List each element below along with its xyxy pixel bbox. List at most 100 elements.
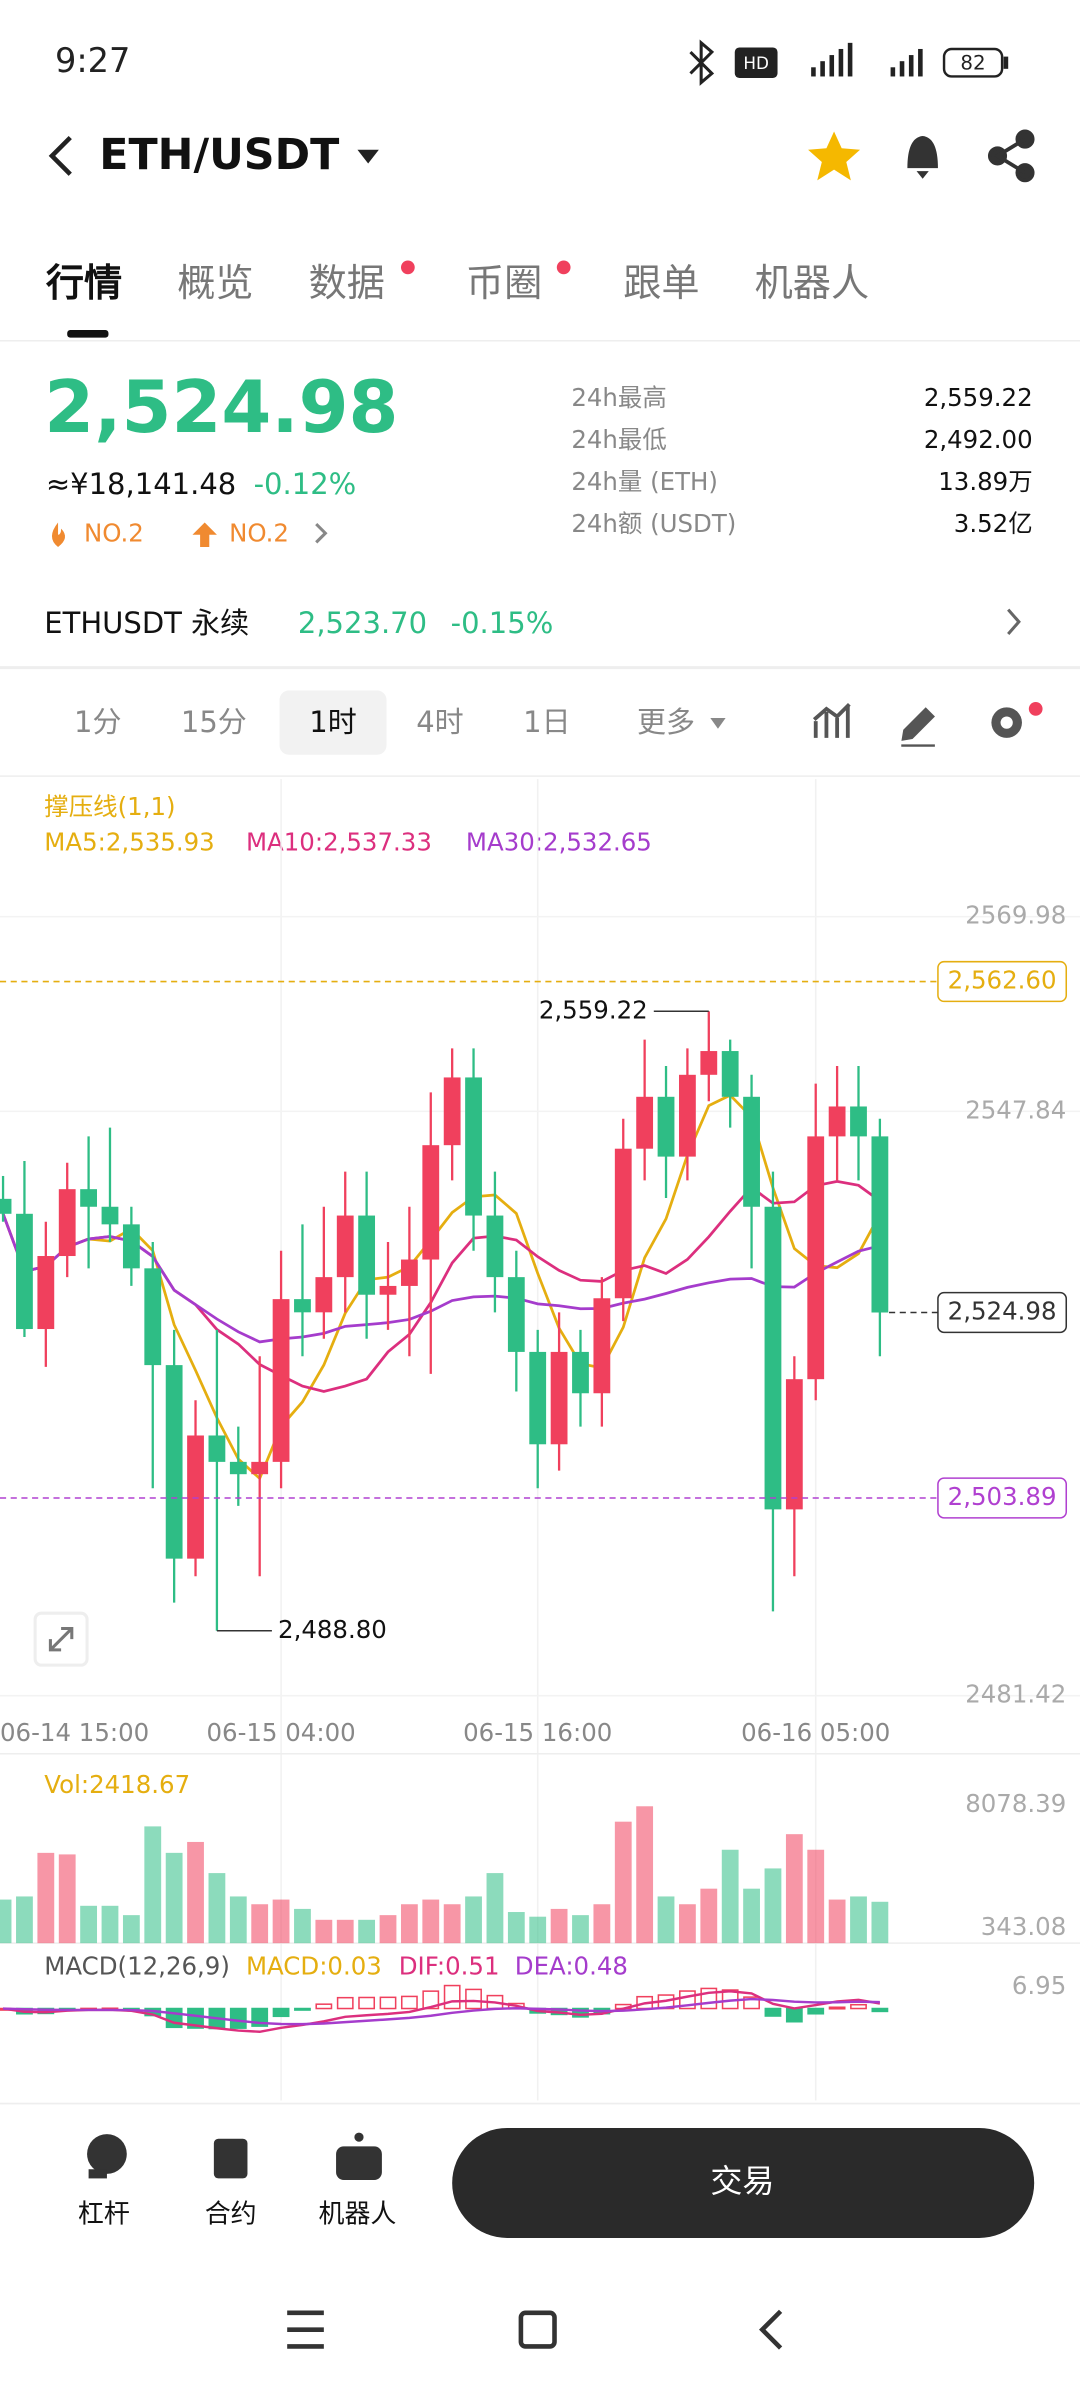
fullscreen-button[interactable] (33, 1611, 89, 1667)
interval[interactable]: 1日 (523, 705, 570, 739)
volume-bar (465, 1896, 482, 1944)
tab[interactable]: 机器人 (755, 262, 870, 306)
tab[interactable]: 行情 (46, 262, 122, 306)
pair-dropdown[interactable] (357, 149, 379, 164)
favorite-star[interactable] (808, 131, 861, 181)
hot-icon (51, 522, 66, 547)
perp-name[interactable]: ETHUSDT 永续 (44, 606, 249, 640)
interval[interactable]: 4时 (416, 705, 463, 739)
settings-button[interactable] (991, 707, 1022, 738)
tab[interactable]: 跟单 (623, 262, 699, 306)
candle-body (122, 1224, 140, 1269)
macd-bar (572, 2007, 589, 2018)
share-button[interactable] (987, 129, 1035, 183)
candle-body (165, 1365, 183, 1559)
tab[interactable]: 币圈 (466, 262, 542, 306)
candle-body (251, 1461, 269, 1475)
stat-value: 13.89万 (938, 467, 1032, 496)
candle-body (58, 1189, 76, 1257)
price-level-tag (937, 960, 1068, 1003)
extreme-label: 2,488.80 (278, 1615, 387, 1644)
volume-tick-label: 8078.39 (965, 1789, 1066, 1818)
price-level-tag (937, 1291, 1068, 1334)
candle-body (465, 1077, 482, 1216)
bottom-item-label[interactable]: 机器人 (319, 2200, 397, 2230)
back-button[interactable] (48, 135, 72, 176)
candle-body (144, 1268, 162, 1366)
clock: 9:27 (55, 41, 130, 80)
candle-body (294, 1299, 311, 1313)
volume-bar (529, 1916, 547, 1944)
candle-body (529, 1351, 547, 1445)
volume-bar (101, 1905, 119, 1944)
y-tick-label: 2481.42 (965, 1680, 1066, 1709)
candle-body (400, 1259, 418, 1286)
nav-bar[interactable] (287, 2309, 783, 2350)
tab[interactable]: 数据 (309, 262, 385, 306)
bottom-item-label[interactable]: 杠杆 (78, 2200, 130, 2230)
interval-selected-bg (279, 690, 387, 755)
candle-body (785, 1379, 803, 1510)
volume-bar (700, 1888, 718, 1944)
macd-label: DIF:0.51 (399, 1952, 500, 1981)
volume-bar (358, 1919, 376, 1944)
candle-body (80, 1189, 98, 1207)
macd-bar (294, 2007, 311, 2011)
volume-bar (657, 1896, 675, 1944)
tab[interactable]: 概览 (177, 262, 253, 306)
chevron[interactable] (315, 522, 328, 544)
leverage-icon[interactable] (87, 2134, 127, 2179)
stat-value: 3.52亿 (954, 509, 1033, 538)
volume-bar (229, 1896, 247, 1944)
candle-body (443, 1077, 461, 1146)
perp-change: -0.15% (451, 606, 554, 640)
x-tick-label: 06-16 05:00 (741, 1718, 890, 1747)
battery-level: 82 (960, 52, 985, 75)
interval[interactable]: 更多 (637, 705, 695, 739)
price-change: -0.12% (254, 467, 357, 501)
volume-bar (593, 1904, 611, 1944)
pair-title[interactable]: ETH/USDT (99, 130, 339, 180)
last-price: 2,524.98 (44, 365, 398, 449)
chevron[interactable] (1007, 608, 1021, 636)
candle-body (101, 1206, 119, 1225)
bottom-item-label[interactable]: 合约 (205, 2200, 257, 2230)
rise-icon (192, 522, 217, 547)
more-caret[interactable] (710, 718, 726, 729)
ma-line (1, 1093, 882, 1481)
candle-body (336, 1215, 354, 1278)
candle-body (37, 1256, 55, 1330)
macd-line (2, 1990, 881, 2033)
perp-price: 2,523.70 (298, 606, 427, 640)
volume-bar (0, 1899, 12, 1944)
interval[interactable]: 15分 (181, 705, 247, 739)
trade-button[interactable] (452, 2128, 1035, 2238)
extreme-label: 2,559.22 (539, 995, 648, 1024)
volume-bar (80, 1905, 98, 1944)
alert-bell[interactable] (907, 136, 938, 179)
indicator-label: 撑压线(1,1) (44, 792, 175, 821)
x-tick-label: 06-15 04:00 (206, 1718, 355, 1747)
volume-bar (165, 1852, 183, 1944)
trade-button-label[interactable]: 交易 (710, 2162, 774, 2200)
volume-bar (187, 1841, 204, 1944)
bot-icon[interactable] (336, 2132, 382, 2180)
macd-bar (871, 2007, 889, 2013)
candle-body (679, 1074, 696, 1157)
interval[interactable]: 1分 (74, 705, 121, 739)
interval[interactable]: 1时 (309, 705, 356, 739)
contract-icon[interactable] (213, 2138, 248, 2179)
price-level-label: 2,503.89 (948, 1482, 1057, 1511)
volume-bar (807, 1849, 825, 1944)
candle-body (507, 1277, 525, 1352)
macd-bar (422, 1990, 440, 2010)
draw-button[interactable] (901, 707, 935, 747)
candle-body (743, 1096, 760, 1207)
candle-body (379, 1285, 397, 1295)
hot-rank[interactable]: NO.2 (84, 519, 144, 548)
rise-rank[interactable]: NO.2 (229, 519, 289, 548)
indicator-button[interactable] (812, 702, 851, 738)
candle-body (572, 1351, 589, 1394)
candle-body (272, 1299, 290, 1462)
